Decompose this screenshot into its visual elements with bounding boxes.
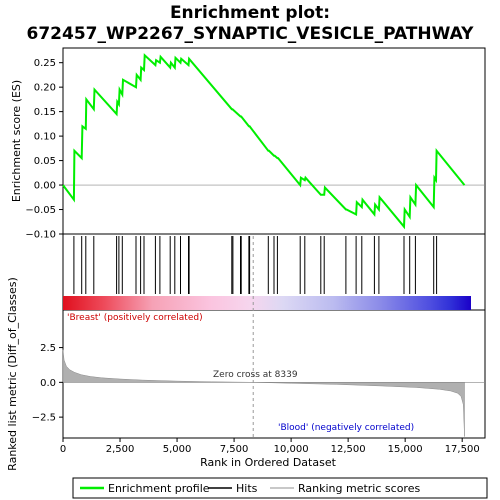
metric-y-axis: −2.5 0.0 2.5 [32,343,63,424]
x-tick-label: 10,000 [274,444,309,455]
es-y-axis: −0.10 −0.05 0.00 0.05 0.10 0.15 0.20 0.25 [25,58,63,241]
metric-x-axis: 0 2,500 5,000 7,500 10,000 12,500 15,000 17,500 [60,438,480,455]
es-y-tick-label: 0.10 [34,132,56,143]
chart-title-line1: Enrichment plot: [170,3,330,23]
es-y-tick-label: 0.20 [34,83,56,94]
ranking-heatmap-bar [63,296,471,310]
x-tick-label: 2,500 [106,444,135,455]
hits-marks [73,236,438,294]
es-y-tick-label: 0.00 [34,181,56,192]
x-tick-label: 0 [60,444,66,455]
es-y-tick-label: 0.05 [34,156,56,167]
chart-title-line2: 672457_WP2267_SYNAPTIC_VESICLE_PATHWAY [27,24,475,44]
metric-y-tick-label: −2.5 [32,413,56,424]
x-tick-label: 5,000 [163,444,192,455]
x-tick-label: 17,500 [445,444,480,455]
enrichment-profile-line [62,53,466,230]
x-tick-label: 7,500 [220,444,249,455]
positive-class-label: 'Breast' (positively correlated) [67,313,203,323]
es-y-axis-label: Enrichment score (ES) [10,80,23,202]
metric-panel-frame [62,309,486,439]
legend-label-hits: Hits [236,482,258,495]
es-panel-frame [62,47,486,235]
es-y-tick-label: 0.25 [34,58,56,69]
x-axis-label: Rank in Ordered Dataset [200,456,337,469]
x-tick-label: 15,000 [388,444,423,455]
legend: Enrichment profile Hits Ranking metric s… [72,477,488,499]
negative-class-label: 'Blood' (negatively correlated) [278,423,414,433]
legend-label-ranking: Ranking metric scores [298,482,420,495]
metric-y-axis-label: Ranked list metric (Diff_of_Classes) [6,277,19,471]
metric-y-tick-label: 0.0 [40,378,56,389]
metric-y-tick-label: 2.5 [40,343,56,354]
zero-cross-label: Zero cross at 8339 [213,370,298,380]
es-y-tick-label: 0.15 [34,107,56,118]
x-tick-label: 12,500 [331,444,366,455]
legend-label-enrichment: Enrichment profile [108,482,210,495]
es-y-tick-label: −0.05 [25,205,56,216]
es-y-tick-label: −0.10 [25,230,56,241]
